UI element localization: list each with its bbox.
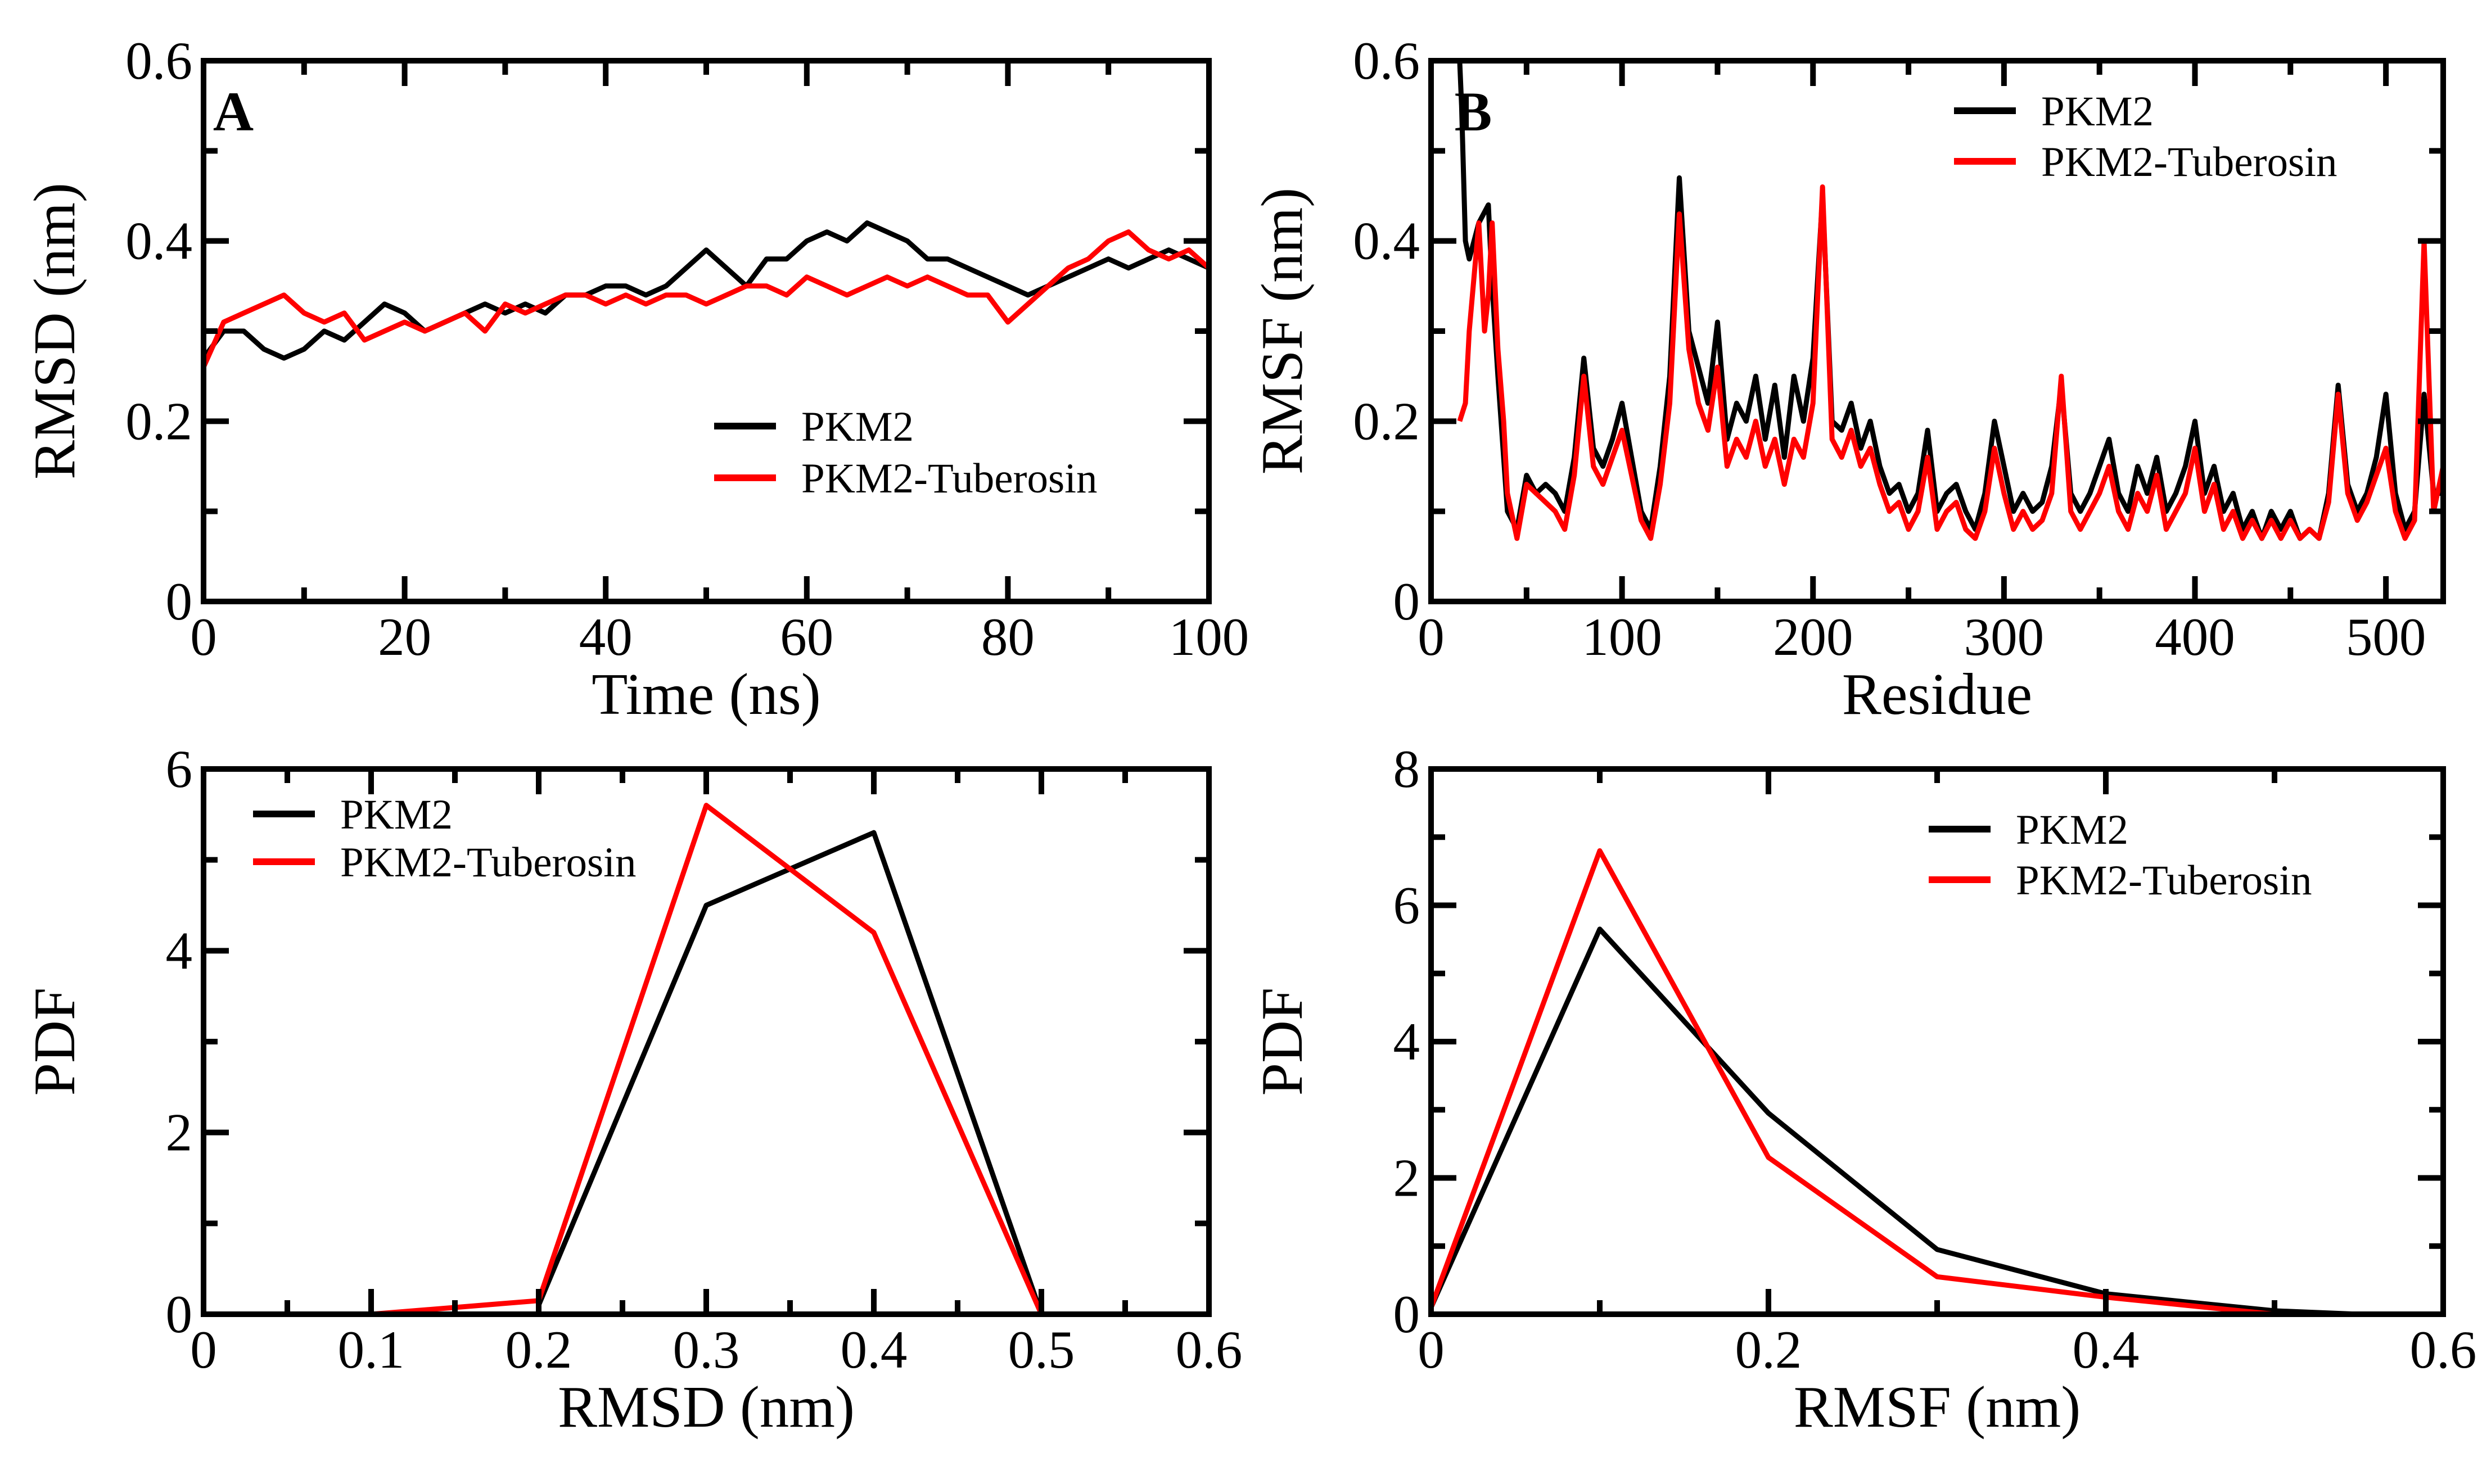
y-axis-title: PDF — [1249, 988, 1315, 1096]
x-axis-title: RMSF (nm) — [1794, 1374, 2081, 1440]
y-tick-label: 8 — [1393, 739, 1420, 799]
x-axis-title: RMSD (nm) — [558, 1374, 855, 1440]
x-tick-label: 0.2 — [506, 1320, 572, 1379]
x-tick-label: 0.4 — [2073, 1320, 2140, 1379]
y-tick-label: 0.6 — [1353, 31, 1420, 91]
panel-a: 0 20 40 60 80 100 0 0.2 0.4 0.6 Time (ns) RMSD (nm)… — [21, 31, 1249, 727]
x-tick-label: 0.4 — [841, 1320, 908, 1379]
y-tick-label: 2 — [166, 1103, 193, 1162]
y-tick-label: 0 — [1393, 1284, 1420, 1344]
x-tick-label: 400 — [2155, 607, 2235, 667]
legend-label: PKM2 — [2041, 88, 2154, 135]
y-tick-label: 4 — [1393, 1012, 1420, 1071]
series-line-pkm2-tuberosin — [204, 229, 1209, 368]
y-tick-label: 0 — [166, 1284, 193, 1344]
x-tick-label: 80 — [981, 607, 1035, 667]
x-tick-label: 0.5 — [1008, 1320, 1075, 1379]
x-tick-label: 0.6 — [1176, 1320, 1243, 1379]
x-axis-title: Residue — [1842, 661, 2032, 727]
legend-label: PKM2-Tuberosin — [2016, 857, 2312, 904]
y-tick-label: 0 — [1393, 572, 1420, 631]
y-axis-title: RMSD (nm) — [21, 183, 87, 479]
legend-label: PKM2 — [2016, 807, 2128, 853]
y-axis-title: PDF — [21, 988, 87, 1096]
x-tick-label: 100 — [1582, 607, 1662, 667]
panel-c: 0 0.1 0.2 0.3 0.4 0.5 0.6 0 2 4 6 RMSD (nm) PDF PKM2P… — [21, 739, 1242, 1440]
x-tick-label: 0 — [1418, 1320, 1445, 1379]
y-tick-label: 0.2 — [125, 391, 192, 451]
y-tick-label: 0.6 — [125, 31, 192, 91]
x-axis-title: Time (ns) — [592, 661, 820, 727]
panel-letter: A — [213, 80, 254, 143]
panel-d: 0 0.2 0.4 0.6 0 2 4 6 8 RMSF (nm) PDF PKM2PKM2-Tube… — [1249, 739, 2476, 1440]
x-tick-label: 20 — [378, 607, 431, 667]
x-tick-label: 0.1 — [338, 1320, 405, 1379]
y-tick-label: 0 — [166, 572, 193, 631]
panel-b: 0 100 200 300 400 500 0 0.2 0.4 0.6 Residue RMSF (n… — [1249, 31, 2446, 727]
x-tick-label: 0.6 — [2410, 1320, 2477, 1379]
y-tick-label: 2 — [1393, 1148, 1420, 1208]
panel-letter: B — [1455, 80, 1492, 143]
legend-label: PKM2-Tuberosin — [801, 455, 1098, 502]
series-line-pkm2-tuberosin — [1431, 848, 2275, 1314]
x-tick-label: 0.2 — [1735, 1320, 1802, 1379]
series-line-pkm2-tuberosin — [1457, 184, 2443, 541]
legend-label: PKM2-Tuberosin — [340, 839, 637, 886]
y-tick-label: 0.2 — [1353, 391, 1420, 451]
x-tick-label: 0 — [190, 1320, 217, 1379]
y-tick-label: 0.4 — [1353, 211, 1420, 271]
x-tick-label: 40 — [579, 607, 633, 667]
x-tick-label: 0 — [190, 607, 217, 667]
y-tick-label: 4 — [166, 921, 193, 980]
legend-label: PKM2 — [801, 404, 914, 450]
legend-label: PKM2-Tuberosin — [2041, 139, 2337, 186]
series-line-pkm2-tuberosin — [371, 803, 1044, 1314]
x-tick-label: 100 — [1169, 607, 1249, 667]
x-tick-label: 60 — [780, 607, 833, 667]
y-axis-title: RMSF (nm) — [1249, 188, 1315, 475]
x-tick-label: 200 — [1773, 607, 1853, 667]
x-tick-label: 500 — [2346, 607, 2426, 667]
y-tick-label: 6 — [166, 739, 193, 799]
x-tick-label: 300 — [1964, 607, 2045, 667]
legend-label: PKM2 — [340, 791, 453, 838]
x-tick-label: 0 — [1418, 607, 1445, 667]
y-tick-label: 0.4 — [125, 211, 192, 271]
y-tick-label: 6 — [1393, 876, 1420, 935]
x-tick-label: 0.3 — [673, 1320, 740, 1379]
